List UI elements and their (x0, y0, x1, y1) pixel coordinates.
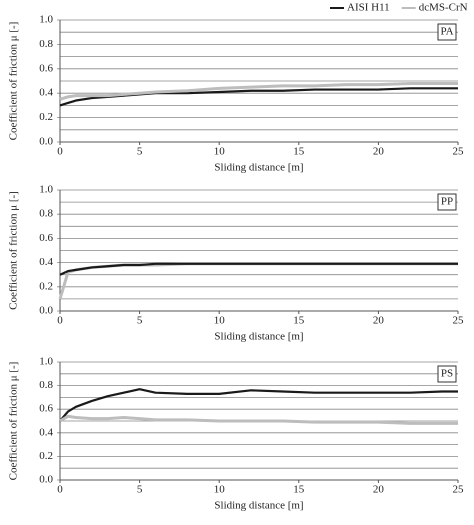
data-line (59, 414, 458, 425)
y-axis-label: Coefficient of friction μ [-] (8, 191, 20, 310)
x-tick-label: 0 (57, 484, 63, 496)
y-tick-label: 0.6 (39, 403, 53, 415)
data-line (59, 388, 458, 422)
y-tick-label: 0.2 (39, 280, 53, 292)
x-tick-label: 0 (57, 146, 63, 158)
x-tick-label: 15 (293, 146, 305, 158)
y-tick-label: 1.0 (39, 356, 53, 368)
y-tick-label: 0.4 (39, 426, 53, 438)
x-tick-label: 10 (214, 146, 226, 158)
x-tick-label: 5 (137, 484, 143, 496)
y-tick-label: 0.8 (39, 379, 53, 391)
x-tick-label: 15 (293, 484, 305, 496)
x-tick-label: 20 (373, 315, 385, 327)
y-tick-label: 0.0 (39, 474, 53, 486)
x-axis-label: Sliding distance [m] (214, 331, 303, 343)
legend-label: dcMS-CrN (419, 2, 468, 14)
data-line (59, 262, 458, 276)
panel-label: PA (440, 26, 453, 38)
y-axis-label: Coefficient of friction μ [-] (8, 362, 20, 481)
panel-label: PP (441, 196, 453, 208)
panel-label-box (437, 23, 457, 41)
y-tick-label: 0.6 (39, 232, 53, 244)
y-tick-label: 0.8 (39, 38, 53, 50)
y-tick-label: 0.4 (39, 256, 53, 268)
x-axis-label: Sliding distance [m] (214, 500, 303, 512)
x-tick-label: 5 (137, 146, 143, 158)
x-tick-label: 15 (293, 315, 305, 327)
x-tick-label: 25 (453, 484, 465, 496)
x-tick-label: 25 (453, 315, 465, 327)
y-tick-label: 0.0 (39, 305, 53, 317)
y-tick-label: 1.0 (39, 184, 53, 196)
y-tick-label: 0.2 (39, 111, 53, 123)
panel-label-box (437, 365, 457, 383)
y-axis-label: Coefficient of friction μ [-] (8, 22, 20, 141)
x-tick-label: 0 (57, 315, 63, 327)
y-tick-label: 0.0 (39, 136, 53, 148)
panel-label-box (437, 193, 457, 211)
y-tick-label: 0.2 (39, 450, 53, 462)
data-line (59, 81, 458, 101)
y-tick-label: 0.4 (39, 87, 53, 99)
x-tick-label: 20 (373, 146, 385, 158)
y-tick-label: 0.8 (39, 208, 53, 220)
x-tick-label: 20 (373, 484, 385, 496)
x-tick-label: 10 (214, 315, 226, 327)
panel-label: PS (441, 368, 453, 380)
x-tick-label: 25 (453, 146, 465, 158)
y-tick-label: 0.6 (39, 62, 53, 74)
legend-label: AISI H11 (347, 2, 390, 14)
y-tick-label: 1.0 (39, 14, 53, 26)
data-line (58, 262, 458, 300)
x-tick-label: 10 (214, 484, 226, 496)
x-axis-label: Sliding distance [m] (214, 162, 303, 174)
data-line (59, 87, 458, 107)
x-tick-label: 5 (137, 315, 143, 327)
